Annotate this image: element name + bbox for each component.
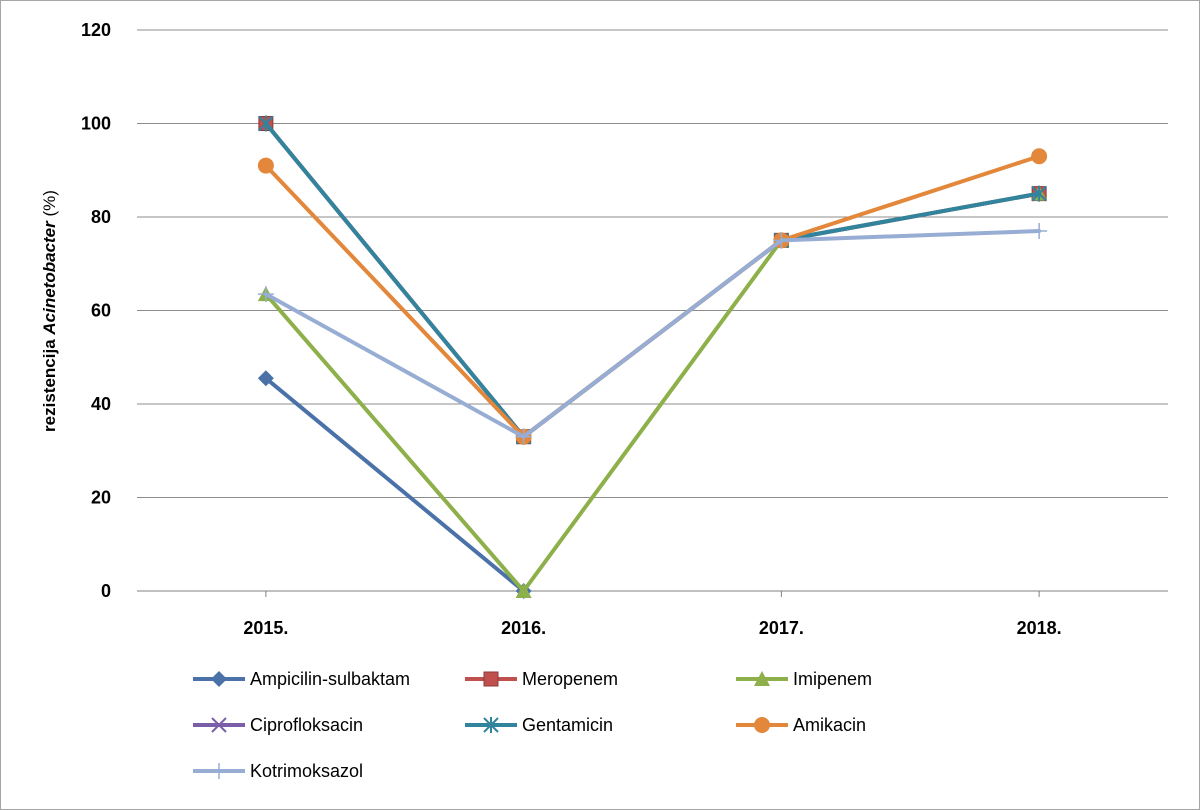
legend-item: Kotrimoksazol: [193, 761, 363, 781]
x-tick-label: 2018.: [1017, 618, 1062, 638]
point-marker: [515, 583, 532, 598]
y-tick-label: 120: [81, 20, 111, 40]
point-marker: [483, 671, 499, 687]
legend-label: Kotrimoksazol: [250, 761, 363, 781]
y-tick-label: 80: [91, 207, 111, 227]
y-axis-label: rezistencija Acinetobacter (%): [40, 190, 59, 432]
legend-item: Amikacin: [736, 715, 866, 735]
x-tick-label: 2015.: [243, 618, 288, 638]
series-imipenem: [257, 185, 1048, 598]
y-axis-label-part-2: Acinetobacter: [40, 220, 59, 336]
series-kotrimoksazol: [257, 223, 1048, 445]
point-marker: [257, 157, 274, 174]
legend: Ampicilin-sulbaktam Meropenem Imipenem Cipr…: [193, 669, 872, 781]
point-marker: [483, 717, 499, 733]
series-line: [263, 191, 1042, 593]
legend-item: Gentamicin: [465, 715, 613, 735]
x-tick-label: 2016.: [501, 618, 546, 638]
y-tick-label: 20: [91, 488, 111, 508]
y-tick-label: 60: [91, 301, 111, 321]
point-marker: [1031, 148, 1048, 165]
series-line: [263, 229, 1042, 439]
series-line: [263, 121, 1042, 439]
y-tick-label: 40: [91, 394, 111, 414]
legend-label: Meropenem: [522, 669, 618, 689]
series-lines: [257, 115, 1048, 599]
y-tick-label: 100: [81, 114, 111, 134]
legend-label: Imipenem: [793, 669, 872, 689]
point-marker: [1031, 223, 1048, 240]
point-marker: [1031, 185, 1047, 202]
y-tick-label: 0: [101, 581, 111, 601]
legend-item: Ciprofloksacin: [193, 715, 363, 735]
y-axis-label-part-1: rezistencija: [40, 335, 59, 432]
series-line: [263, 121, 1042, 439]
legend-label: Gentamicin: [522, 715, 613, 735]
point-marker: [754, 671, 770, 686]
point-marker: [258, 115, 274, 132]
x-tick-labels: 2015. 2016. 2017. 2018.: [243, 618, 1061, 638]
y-tick-labels: 0 20 40 60 80 100 120: [81, 20, 111, 601]
legend-label: Ciprofloksacin: [250, 715, 363, 735]
point-marker: [257, 286, 274, 303]
point-marker: [754, 717, 770, 733]
legend-item: Ampicilin-sulbaktam: [193, 669, 410, 689]
series-line: [263, 121, 1042, 439]
point-marker: [211, 671, 227, 687]
x-tick-label: 2017.: [759, 618, 804, 638]
series-line: [263, 154, 1042, 439]
point-marker: [515, 428, 532, 445]
legend-item: Imipenem: [736, 669, 872, 689]
point-marker: [257, 370, 274, 387]
series-line: [263, 376, 526, 593]
point-marker: [211, 717, 227, 733]
legend-label: Amikacin: [793, 715, 866, 735]
legend-item: Meropenem: [465, 669, 618, 689]
point-marker: [211, 763, 227, 779]
gridlines: [137, 29, 1168, 597]
series-amikacin: [257, 148, 1048, 445]
y-axis-label-part-3: (%): [40, 190, 59, 221]
point-marker: [773, 232, 790, 249]
legend-label: Ampicilin-sulbaktam: [250, 669, 410, 689]
